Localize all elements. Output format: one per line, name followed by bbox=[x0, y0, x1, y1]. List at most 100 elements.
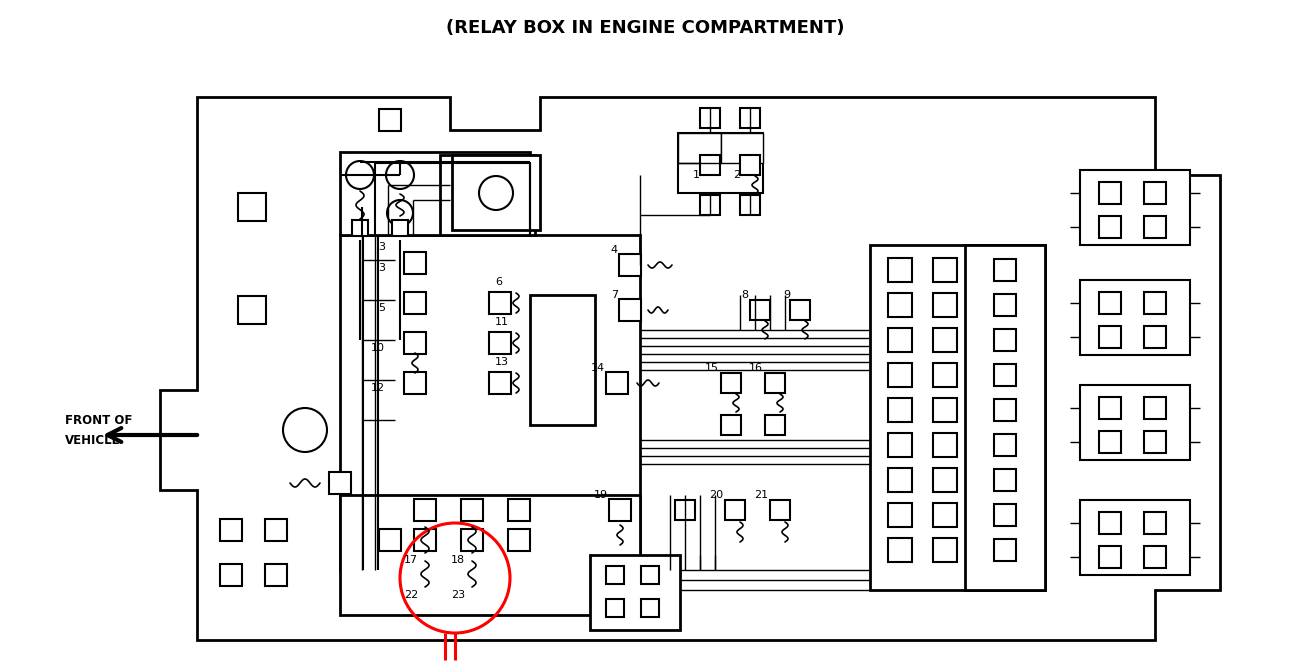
Text: 22: 22 bbox=[404, 590, 418, 600]
Bar bbox=[404, 292, 426, 314]
Bar bbox=[221, 519, 243, 541]
Bar bbox=[1099, 397, 1121, 419]
Bar bbox=[740, 155, 760, 175]
Bar bbox=[933, 293, 957, 317]
Bar bbox=[1099, 182, 1121, 204]
Bar bbox=[1099, 431, 1121, 453]
Text: 8: 8 bbox=[740, 290, 748, 300]
Bar bbox=[1144, 216, 1166, 238]
Text: VEHICLE: VEHICLE bbox=[64, 434, 121, 446]
Bar bbox=[352, 220, 368, 236]
Bar bbox=[995, 364, 1017, 386]
Text: 11: 11 bbox=[495, 317, 510, 327]
Bar bbox=[995, 504, 1017, 526]
Bar bbox=[700, 155, 720, 175]
Bar bbox=[721, 133, 762, 163]
Bar bbox=[1080, 385, 1189, 460]
Bar bbox=[1144, 292, 1166, 314]
Bar bbox=[379, 109, 401, 131]
Bar bbox=[1144, 397, 1166, 419]
Bar bbox=[221, 564, 243, 586]
Bar bbox=[995, 259, 1017, 281]
Bar bbox=[1144, 326, 1166, 348]
Text: 19: 19 bbox=[593, 490, 608, 500]
Bar bbox=[341, 235, 640, 570]
Text: 9: 9 bbox=[783, 290, 789, 300]
Bar bbox=[606, 566, 624, 584]
Bar bbox=[770, 500, 789, 520]
Bar bbox=[789, 300, 810, 320]
Bar bbox=[508, 529, 530, 551]
Bar bbox=[392, 220, 408, 236]
Bar bbox=[237, 296, 266, 324]
Text: 10: 10 bbox=[372, 343, 384, 353]
Bar bbox=[1144, 546, 1166, 568]
Bar bbox=[995, 329, 1017, 351]
Text: 7: 7 bbox=[611, 290, 618, 300]
Bar bbox=[888, 468, 912, 492]
Text: 14: 14 bbox=[591, 363, 605, 373]
Bar bbox=[1144, 512, 1166, 534]
Bar bbox=[675, 500, 695, 520]
Bar bbox=[440, 155, 535, 235]
Text: 3: 3 bbox=[378, 263, 384, 273]
Bar bbox=[530, 295, 595, 425]
Bar bbox=[1099, 546, 1121, 568]
Text: 20: 20 bbox=[710, 490, 722, 500]
Bar bbox=[995, 294, 1017, 316]
Bar bbox=[1080, 500, 1189, 575]
Bar bbox=[237, 193, 266, 221]
Bar bbox=[679, 133, 721, 163]
Bar bbox=[590, 555, 680, 630]
Bar bbox=[933, 433, 957, 457]
Bar bbox=[888, 398, 912, 422]
Bar bbox=[641, 566, 659, 584]
Text: 2: 2 bbox=[733, 170, 740, 180]
Bar bbox=[264, 519, 286, 541]
Text: 16: 16 bbox=[749, 363, 762, 373]
Bar bbox=[933, 398, 957, 422]
Bar bbox=[700, 108, 720, 128]
Bar bbox=[888, 258, 912, 282]
Bar bbox=[888, 538, 912, 562]
Bar bbox=[888, 328, 912, 352]
Text: 23: 23 bbox=[451, 590, 464, 600]
Bar bbox=[606, 599, 624, 617]
Bar bbox=[869, 245, 1045, 590]
Bar bbox=[995, 539, 1017, 561]
Bar bbox=[609, 499, 631, 521]
Bar bbox=[995, 469, 1017, 491]
Bar bbox=[341, 152, 530, 235]
Text: 5: 5 bbox=[378, 303, 384, 313]
Bar bbox=[933, 468, 957, 492]
Bar bbox=[725, 500, 746, 520]
Bar bbox=[1099, 326, 1121, 348]
Bar bbox=[933, 503, 957, 527]
Bar bbox=[508, 499, 530, 521]
Bar bbox=[888, 433, 912, 457]
Bar bbox=[888, 503, 912, 527]
Bar bbox=[995, 434, 1017, 456]
Bar bbox=[404, 372, 426, 394]
Bar bbox=[933, 328, 957, 352]
Bar bbox=[1099, 216, 1121, 238]
Bar bbox=[888, 293, 912, 317]
Bar bbox=[451, 155, 541, 230]
Bar bbox=[740, 108, 760, 128]
Bar bbox=[740, 195, 760, 215]
Bar bbox=[329, 472, 351, 494]
Text: 17: 17 bbox=[404, 555, 418, 565]
Bar bbox=[461, 529, 482, 551]
Text: 1: 1 bbox=[693, 170, 700, 180]
Bar bbox=[1144, 182, 1166, 204]
Bar bbox=[995, 399, 1017, 421]
Text: 6: 6 bbox=[495, 277, 502, 287]
Bar bbox=[414, 499, 436, 521]
Bar bbox=[489, 372, 511, 394]
Bar bbox=[721, 373, 740, 393]
Bar bbox=[264, 564, 286, 586]
Bar bbox=[619, 299, 641, 321]
Bar bbox=[700, 195, 720, 215]
Text: 13: 13 bbox=[495, 357, 510, 367]
Bar bbox=[489, 332, 511, 354]
